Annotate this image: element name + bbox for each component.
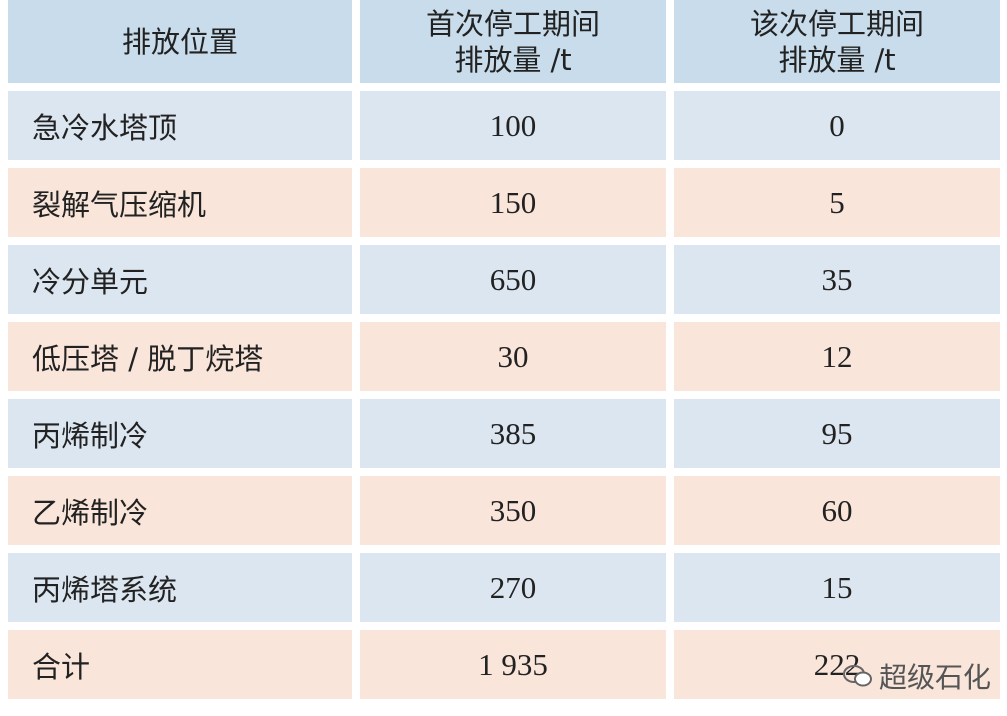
header-line: 排放量 /t <box>454 42 572 77</box>
row-label: 低压塔 / 脱丁烷塔 <box>8 322 352 391</box>
header-line: 该次停工期间 <box>749 6 924 41</box>
table-cell: 270 <box>360 553 666 622</box>
watermark-text: 超级石化 <box>878 661 991 694</box>
row-label: 冷分单元 <box>8 245 352 314</box>
header-cell: 排放位置 <box>8 0 352 83</box>
table-cell: 350 <box>360 476 666 545</box>
table-cell: 100 <box>360 91 666 160</box>
table-cell: 95 <box>674 399 1000 468</box>
header-line: 首次停工期间 <box>425 6 600 41</box>
table-cell: 5 <box>674 168 1000 237</box>
table-cell: 15 <box>674 553 1000 622</box>
wechat-icon <box>842 665 872 687</box>
table-cell: 150 <box>360 168 666 237</box>
watermark: 超级石化 <box>842 656 991 696</box>
table-cell: 35 <box>674 245 1000 314</box>
table: 排放位置 首次停工期间 排放量 /t 该次停工期间 排放量 /t 急冷水塔顶 100 0 裂解气… <box>8 0 1000 699</box>
header-line: 排放位置 <box>121 24 238 59</box>
table-cell: 222 <box>674 630 1000 699</box>
header-cell: 该次停工期间 排放量 /t <box>674 0 1000 83</box>
row-label: 急冷水塔顶 <box>8 91 352 160</box>
header-cell: 首次停工期间 排放量 /t <box>360 0 666 83</box>
row-label: 丙烯塔系统 <box>8 553 352 622</box>
row-label: 乙烯制冷 <box>8 476 352 545</box>
row-label: 丙烯制冷 <box>8 399 352 468</box>
row-label: 裂解气压缩机 <box>8 168 352 237</box>
table-cell: 30 <box>360 322 666 391</box>
table-cell: 650 <box>360 245 666 314</box>
table-cell: 12 <box>674 322 1000 391</box>
row-label: 合计 <box>8 630 352 699</box>
table-cell: 1 935 <box>360 630 666 699</box>
table-cell: 60 <box>674 476 1000 545</box>
table-cell: 0 <box>674 91 1000 160</box>
table-cell: 385 <box>360 399 666 468</box>
header-line: 排放量 /t <box>778 42 896 77</box>
